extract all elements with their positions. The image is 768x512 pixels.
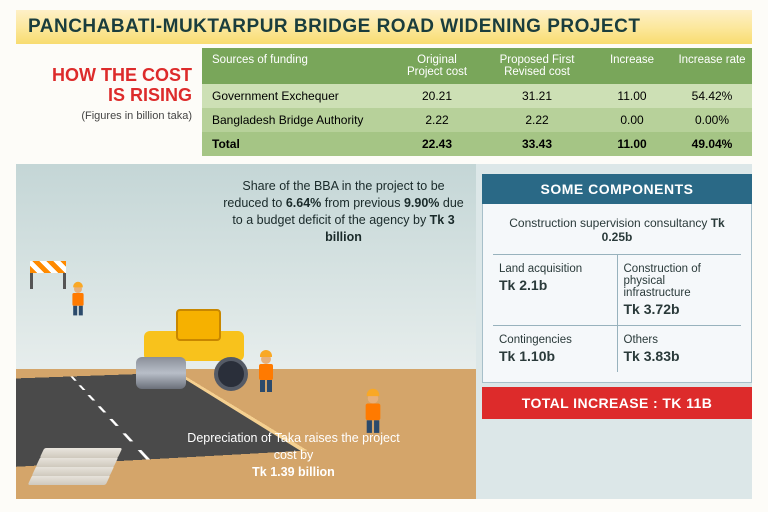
component-consultancy: Construction supervision consultancy Tk …	[493, 212, 741, 255]
project-title-bar: PANCHABATI-MUKTARPUR BRIDGE ROAD WIDENIN…	[16, 10, 752, 44]
top-section: HOW THE COST IS RISING (Figures in billi…	[16, 48, 752, 156]
project-title: PANCHABATI-MUKTARPUR BRIDGE ROAD WIDENIN…	[28, 16, 740, 38]
barrier-icon	[30, 261, 66, 289]
cost-rising-line2: IS RISING	[22, 86, 192, 106]
component-cell: OthersTk 3.83b	[618, 326, 742, 372]
col-head-original: Original Project cost	[392, 48, 482, 84]
bottom-section: Share of the BBA in the project to be re…	[16, 164, 752, 499]
component-cell: Construction of physical infrastructureT…	[618, 255, 742, 325]
road-illustration: Share of the BBA in the project to be re…	[16, 164, 476, 499]
worker-icon	[360, 393, 385, 435]
component-cell: Land acquisitionTk 2.1b	[493, 255, 618, 325]
funding-table: Sources of funding Original Project cost…	[202, 48, 752, 156]
concrete-slabs-icon	[24, 437, 124, 485]
cost-rising-subtext: (Figures in billion taka)	[22, 110, 192, 122]
cost-rising-heading: HOW THE COST IS RISING (Figures in billi…	[16, 48, 202, 156]
callout-bba-share: Share of the BBA in the project to be re…	[221, 178, 466, 246]
components-title: SOME COMPONENTS	[482, 174, 752, 204]
components-panel: SOME COMPONENTS Construction supervision…	[482, 174, 752, 419]
road-roller-icon	[136, 309, 256, 389]
table-row-total: Total 22.43 33.43 11.00 49.04%	[202, 132, 752, 156]
table-row: Government Exchequer 20.21 31.21 11.00 5…	[202, 84, 752, 108]
col-head-rate: Increase rate	[672, 48, 752, 84]
table-row: Bangladesh Bridge Authority 2.22 2.22 0.…	[202, 108, 752, 132]
col-head-revised: Proposed First Revised cost	[482, 48, 592, 84]
table-header-row: Sources of funding Original Project cost…	[202, 48, 752, 84]
col-head-increase: Increase	[592, 48, 672, 84]
callout-depreciation: Depreciation of Taka raises the project …	[181, 430, 406, 481]
worker-icon	[68, 285, 87, 317]
component-cell: ContingenciesTk 1.10b	[493, 326, 618, 372]
cost-rising-line1: HOW THE COST	[22, 66, 192, 86]
total-increase-badge: TOTAL INCREASE : TK 11B	[482, 387, 752, 419]
worker-icon	[254, 354, 278, 394]
col-head-source: Sources of funding	[202, 48, 392, 84]
